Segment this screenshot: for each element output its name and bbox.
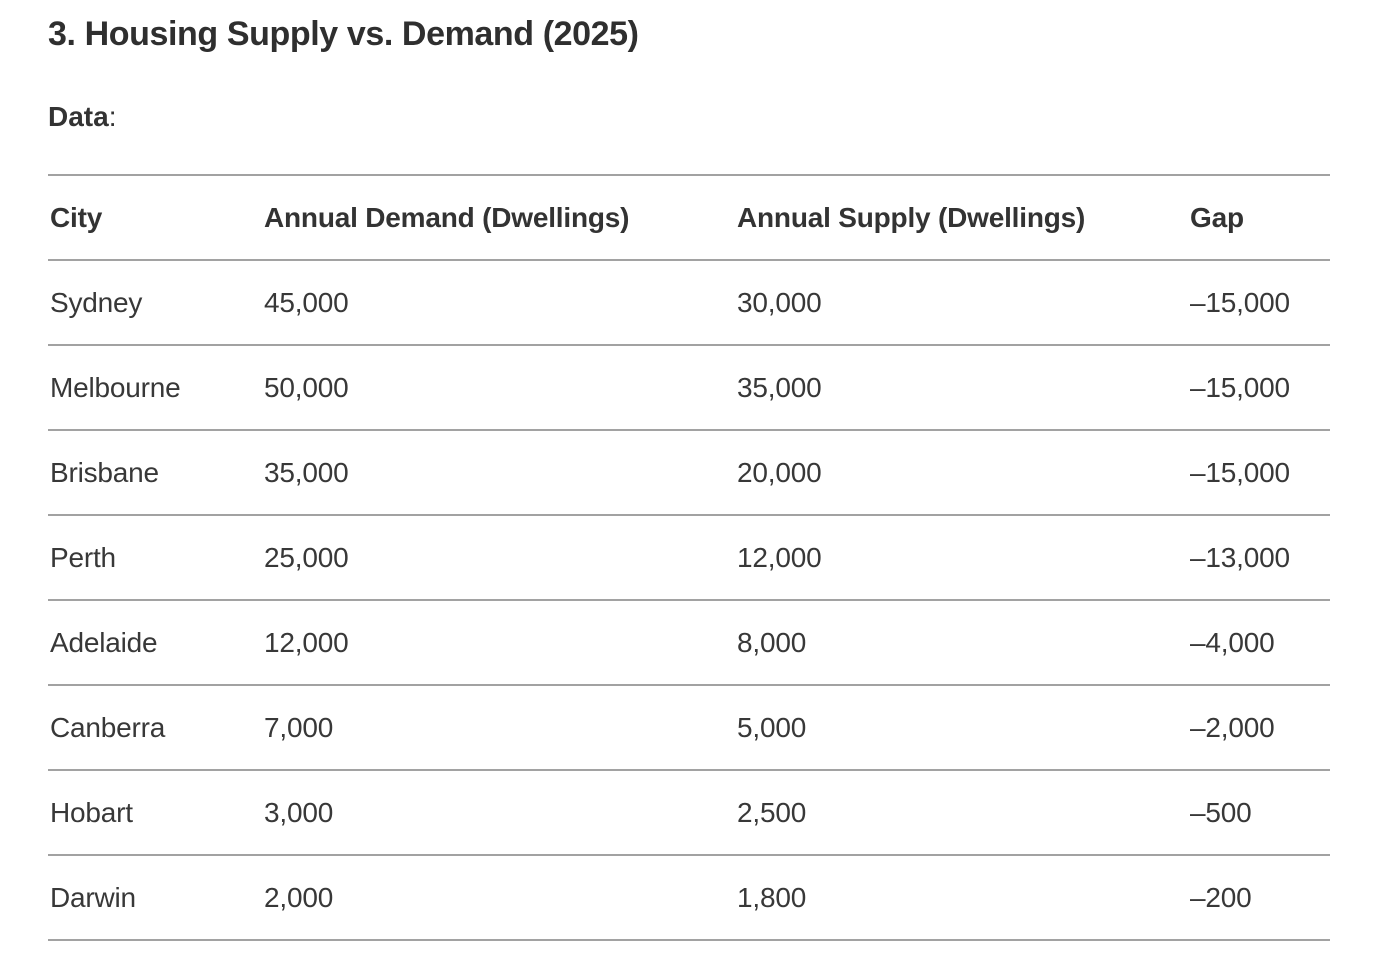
cell-gap: –15,000 [1188,260,1330,346]
cell-gap: –13,000 [1188,515,1330,601]
cell-supply: 8,000 [735,600,1188,686]
cell-demand: 2,000 [262,855,735,941]
data-label-text: Data [48,101,109,132]
cell-city: Adelaide [48,600,262,686]
cell-city: Canberra [48,685,262,771]
cell-supply: 2,500 [735,770,1188,856]
cell-demand: 45,000 [262,260,735,346]
column-header-gap: Gap [1188,174,1330,261]
cell-demand: 50,000 [262,345,735,431]
cell-gap: –2,000 [1188,685,1330,771]
table-row: Brisbane 35,000 20,000 –15,000 [48,430,1330,516]
cell-supply: 20,000 [735,430,1188,516]
cell-city: Melbourne [48,345,262,431]
document-page: 3. Housing Supply vs. Demand (2025) Data… [48,15,1332,941]
housing-supply-demand-table: City Annual Demand (Dwellings) Annual Su… [48,174,1330,941]
cell-city: Perth [48,515,262,601]
table-body: Sydney 45,000 30,000 –15,000 Melbourne 50,000… [48,260,1330,941]
cell-demand: 12,000 [262,600,735,686]
data-label-colon: : [108,101,117,132]
table-row: Adelaide 12,000 8,000 –4,000 [48,600,1330,686]
cell-city: Brisbane [48,430,262,516]
cell-gap: –15,000 [1188,345,1330,431]
cell-supply: 1,800 [735,855,1188,941]
table-row: Perth 25,000 12,000 –13,000 [48,515,1330,601]
cell-demand: 3,000 [262,770,735,856]
cell-city: Hobart [48,770,262,856]
table-row: Canberra 7,000 5,000 –2,000 [48,685,1330,771]
cell-gap: –15,000 [1188,430,1330,516]
cell-gap: –500 [1188,770,1330,856]
cell-demand: 25,000 [262,515,735,601]
cell-gap: –200 [1188,855,1330,941]
cell-city: Darwin [48,855,262,941]
cell-supply: 12,000 [735,515,1188,601]
column-header-city: City [48,174,262,261]
cell-supply: 5,000 [735,685,1188,771]
table-row: Hobart 3,000 2,500 –500 [48,770,1330,856]
cell-demand: 35,000 [262,430,735,516]
table-row: Sydney 45,000 30,000 –15,000 [48,260,1330,346]
column-header-demand: Annual Demand (Dwellings) [262,174,735,261]
cell-demand: 7,000 [262,685,735,771]
cell-supply: 30,000 [735,260,1188,346]
column-header-supply: Annual Supply (Dwellings) [735,174,1188,261]
cell-city: Sydney [48,260,262,346]
page-title: 3. Housing Supply vs. Demand (2025) [48,15,639,53]
table-header: City Annual Demand (Dwellings) Annual Su… [48,174,1330,261]
table-header-row: City Annual Demand (Dwellings) Annual Su… [48,174,1330,261]
table-row: Darwin 2,000 1,800 –200 [48,855,1330,941]
cell-gap: –4,000 [1188,600,1330,686]
data-label: Data: [48,54,1332,134]
table-row: Melbourne 50,000 35,000 –15,000 [48,345,1330,431]
cell-supply: 35,000 [735,345,1188,431]
